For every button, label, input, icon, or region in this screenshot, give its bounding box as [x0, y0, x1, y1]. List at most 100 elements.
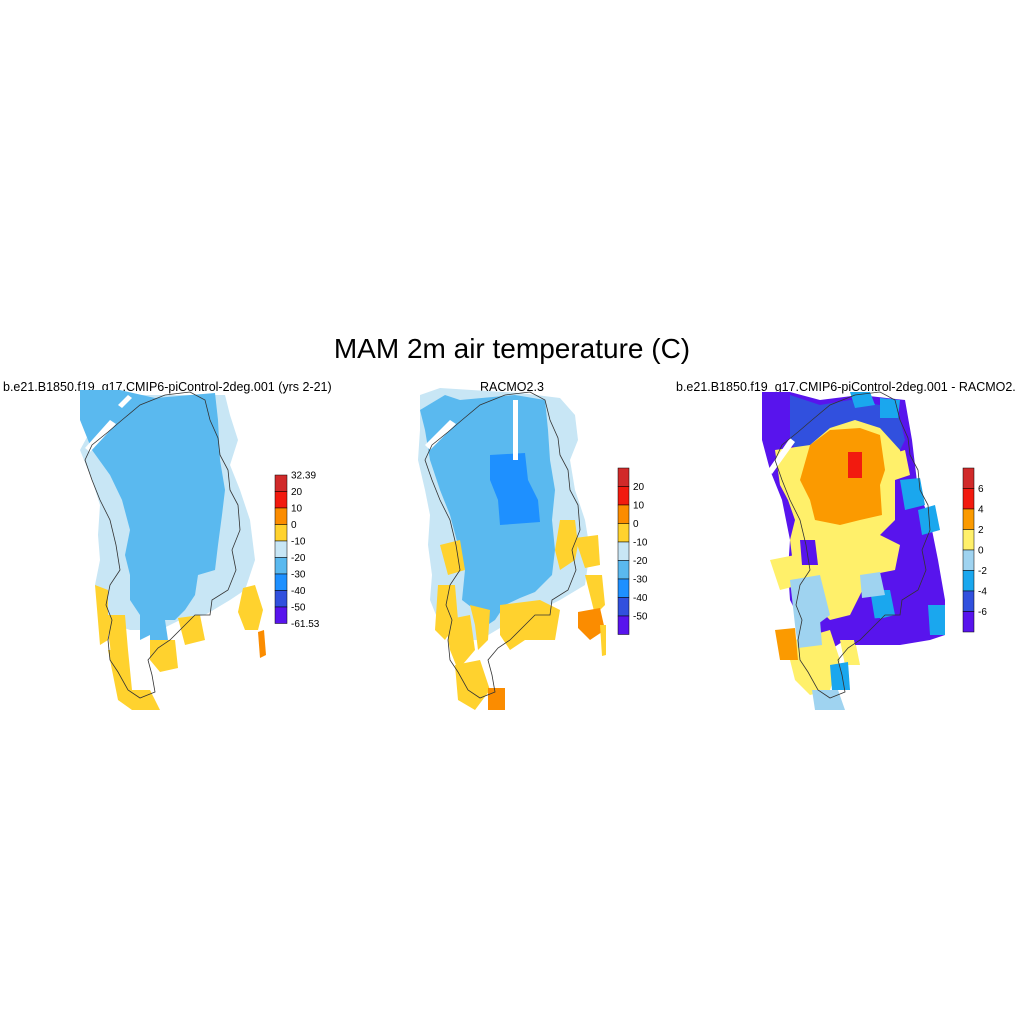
- greenland-coastline: [774, 391, 931, 699]
- legend-swatch: [274, 474, 288, 492]
- legend-swatch: [962, 529, 975, 551]
- obs-cell-yellow: [440, 540, 465, 575]
- obs-cell-yellow: [575, 535, 600, 568]
- legend-swatch: [962, 488, 975, 510]
- obs-cell-yellow: [470, 605, 490, 650]
- obs-cell-yellow: [585, 575, 605, 615]
- obs-cell-yellow: [555, 520, 578, 570]
- legend-label: -20: [291, 553, 306, 564]
- legend-label: -50: [633, 612, 648, 623]
- legend-swatch: [617, 467, 630, 487]
- diff-cell-sky: [812, 690, 845, 710]
- legend-swatch: [962, 611, 975, 633]
- panel-model-map: [80, 390, 266, 710]
- legend-label: 10: [633, 501, 645, 512]
- legend-swatch: [962, 549, 975, 571]
- model-cell-orange: [258, 630, 266, 658]
- obs-cell-mid-blue: [490, 453, 540, 525]
- legend-swatch: [617, 486, 630, 506]
- legend-label: -30: [291, 570, 306, 581]
- legend-label: -4: [978, 587, 987, 598]
- legend-label: -6: [978, 607, 987, 618]
- legend-label: 4: [978, 505, 984, 516]
- legend-label: -30: [633, 575, 648, 586]
- legend-swatch: [617, 615, 630, 635]
- obs-cell-yellow: [500, 600, 560, 650]
- model-cell-yellow: [178, 615, 205, 645]
- legend-swatch: [962, 570, 975, 592]
- model-cell-blue: [80, 390, 225, 640]
- panel-diff-legend: 6 4 2 0 -2 -4 -6: [962, 467, 987, 633]
- diff-cell-orange: [775, 628, 798, 660]
- greenland-coastline: [424, 391, 581, 699]
- obs-cell-white: [513, 400, 518, 460]
- diff-cell-sky: [790, 575, 830, 630]
- diff-cell-red: [848, 452, 862, 478]
- legend-swatch: [274, 507, 288, 525]
- diff-cell-purple: [850, 618, 885, 645]
- legend-label: -40: [633, 593, 648, 604]
- legend-swatch: [617, 578, 630, 598]
- obs-field: [418, 388, 606, 710]
- obs-cell-yellow: [455, 660, 490, 710]
- legend-label: -2: [978, 566, 987, 577]
- panel-diff-title: b.e21.B1850.f19_g17.CMIP6-piControl-2deg…: [676, 380, 1016, 394]
- legend-label: -61.53: [291, 619, 320, 630]
- diff-cell-purple: [800, 540, 818, 565]
- diff-cell-orange: [800, 428, 885, 525]
- obs-cell-yellow: [445, 615, 475, 670]
- legend-label: 0: [291, 520, 297, 531]
- model-field: [80, 390, 266, 710]
- obs-cell-stripe: [425, 420, 456, 450]
- model-cell-yellow: [150, 640, 178, 672]
- model-cell-yellow: [95, 585, 108, 645]
- legend-swatch: [962, 590, 975, 612]
- legend-label: 20: [633, 482, 645, 493]
- legend-label: -50: [291, 603, 306, 614]
- diff-cell-yellow: [888, 450, 910, 480]
- legend-label: 0: [978, 546, 984, 557]
- legend-swatch: [274, 491, 288, 509]
- model-cell-stripe: [118, 395, 132, 408]
- legend-swatch: [274, 573, 288, 591]
- legend-swatch: [617, 541, 630, 561]
- legend-label: -20: [633, 556, 648, 567]
- obs-cell-yellow: [600, 625, 606, 656]
- legend-label: 32.39: [291, 471, 316, 482]
- legend-swatch: [274, 606, 288, 624]
- diff-cell-light-blue: [870, 590, 895, 620]
- panel-model-legend: 32.39 20 10 0 -10 -20 -30 -40 -50 -61.53: [274, 471, 320, 630]
- legend-swatch: [962, 467, 975, 489]
- diff-cell-yellow: [840, 640, 860, 665]
- legend-swatch: [617, 504, 630, 524]
- legend-label: -10: [633, 538, 648, 549]
- model-cell-yellow: [238, 585, 263, 630]
- model-cell-blue: [150, 620, 168, 640]
- legend-swatch: [962, 508, 975, 530]
- legend-label: 6: [978, 484, 984, 495]
- legend-swatch: [617, 523, 630, 543]
- legend-label: -10: [291, 537, 306, 548]
- legend-swatch: [274, 590, 288, 608]
- diff-cell-light-blue: [830, 662, 850, 690]
- legend-label: 10: [291, 504, 303, 515]
- legend-swatch: [274, 540, 288, 558]
- obs-cell-orange: [488, 688, 505, 710]
- obs-cell-orange: [578, 608, 605, 640]
- legend-swatch: [274, 557, 288, 575]
- panel-diff-map: [762, 391, 945, 710]
- panel-obs-legend: 20 10 0 -10 -20 -30 -40 -50: [617, 467, 648, 635]
- legend-label: 0: [633, 519, 639, 530]
- greenland-coastline: [84, 391, 241, 699]
- legend-swatch: [274, 524, 288, 542]
- diff-cell-sky: [860, 572, 885, 598]
- diff-cell-light-blue: [850, 392, 875, 408]
- diff-cell-light-blue: [900, 478, 925, 510]
- diff-cell-light-blue: [928, 605, 945, 635]
- legend-swatch: [617, 560, 630, 580]
- panel-obs-title: RACMO2.3: [480, 380, 544, 394]
- diff-cell-sky: [795, 620, 822, 648]
- legend-label: -40: [291, 586, 306, 597]
- legend-label: 2: [978, 525, 984, 536]
- diff-cell-light-blue: [880, 398, 900, 418]
